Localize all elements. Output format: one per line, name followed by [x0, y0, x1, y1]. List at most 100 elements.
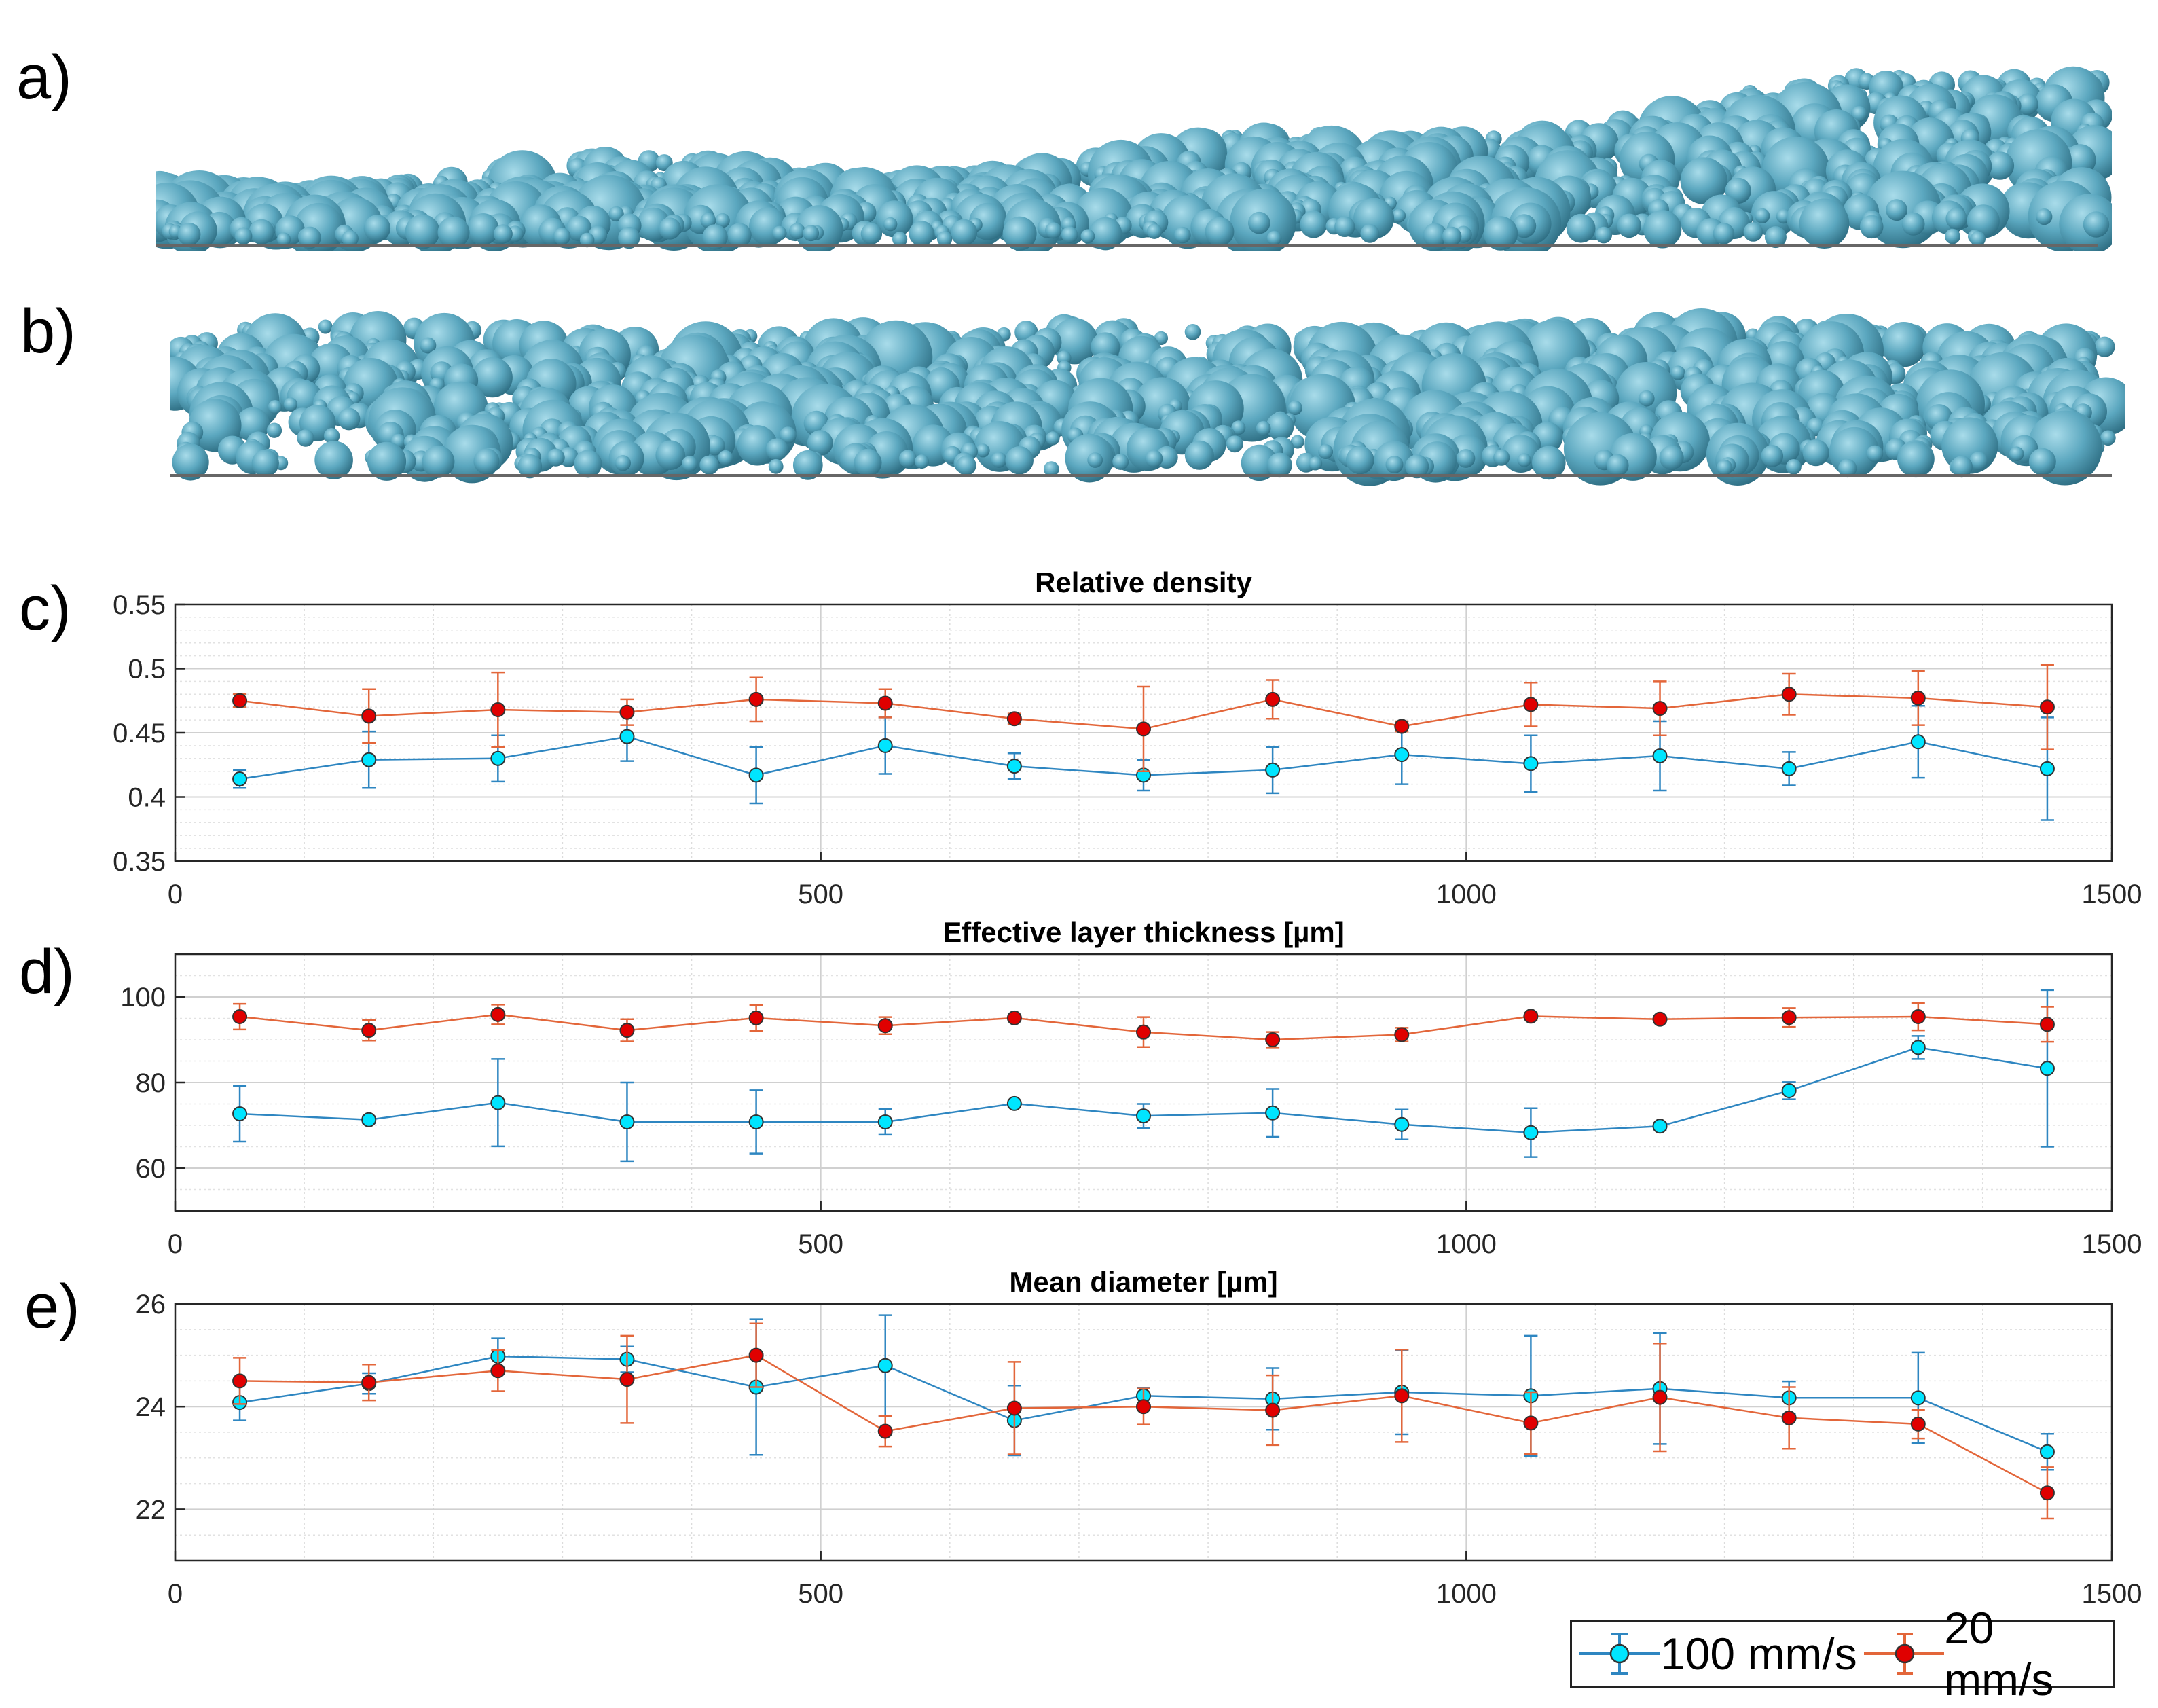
particle: [493, 224, 513, 244]
particle: [1318, 444, 1334, 459]
particle: [1951, 456, 1973, 478]
data-point: [619, 704, 635, 720]
data-point: [1652, 701, 1668, 716]
data-point: [1265, 1032, 1281, 1047]
particle: [2017, 93, 2038, 115]
data-point: [877, 1358, 893, 1373]
data-point: [490, 1006, 506, 1022]
layer-thickness-chart: 0 500 1000 1500 60 80 100 Effective layer thick…: [120, 916, 2142, 1259]
y-tick-label: 60: [136, 1154, 166, 1184]
data-point: [1652, 1119, 1668, 1134]
data-point: [1652, 1011, 1668, 1027]
particle: [702, 224, 728, 250]
data-point: [361, 1023, 377, 1038]
legend-item-20: 20 mm/s: [1864, 1603, 2113, 1705]
data-point: [2039, 699, 2055, 715]
particle: [2064, 144, 2096, 176]
particle: [2094, 336, 2115, 357]
data-point: [490, 1095, 506, 1110]
data-point: [361, 1112, 377, 1127]
particle: [574, 450, 602, 478]
particle: [2028, 448, 2056, 475]
particle: [1248, 211, 1270, 234]
particle: [1483, 216, 1518, 251]
legend-marker-red: [1864, 1633, 1945, 1675]
data-point: [2039, 761, 2055, 776]
data-point: [1136, 1024, 1151, 1040]
particle: [234, 227, 253, 245]
data-point: [877, 695, 893, 711]
x-tick-label: 1500: [2082, 879, 2142, 909]
particle: [558, 447, 579, 467]
particle: [1061, 226, 1078, 243]
particle: [860, 223, 883, 244]
x-tick-label: 1000: [1436, 1579, 1497, 1609]
data-point: [1006, 1010, 1022, 1025]
particle: [655, 440, 685, 470]
data-point: [1265, 1105, 1281, 1121]
particle: [1970, 231, 1986, 247]
y-tick-label: 0.55: [113, 590, 166, 620]
data-point: [1910, 1416, 1926, 1432]
particle: [1851, 106, 1867, 122]
particle: [892, 232, 908, 247]
particle: [1786, 459, 1802, 475]
particle: [976, 443, 990, 458]
particle: [737, 425, 778, 466]
particle: [1897, 441, 1933, 477]
particle: [682, 456, 698, 472]
particle: [807, 430, 833, 456]
x-tick-label: 1000: [1436, 879, 1497, 909]
particle: [1901, 213, 1925, 236]
particle: [772, 225, 787, 240]
panel-label-d: d): [19, 937, 75, 1006]
particle: [1112, 453, 1129, 470]
particle: [1423, 223, 1447, 247]
particle: [299, 226, 321, 249]
legend-label-100: 100 mm/s: [1660, 1629, 1857, 1679]
data-point: [2039, 1061, 2055, 1076]
data-point: [1394, 719, 1410, 734]
particle: [700, 213, 716, 229]
particle: [1866, 445, 1884, 462]
x-tick-label: 1500: [2082, 1579, 2142, 1609]
data-point: [1523, 1125, 1539, 1140]
particle: [883, 217, 898, 232]
particle: [1799, 198, 1850, 249]
data-point: [232, 771, 248, 787]
data-point: [619, 1023, 635, 1038]
data-point: [361, 708, 377, 724]
data-point: [1652, 1389, 1668, 1405]
data-point: [748, 1347, 764, 1363]
data-point: [619, 1372, 635, 1387]
data-point: [1136, 1399, 1151, 1415]
x-tick-label: 500: [798, 1229, 843, 1259]
data-point: [1523, 697, 1539, 712]
particle: [1442, 226, 1462, 247]
particle: [1659, 445, 1684, 470]
particle: [1761, 445, 1784, 467]
particle: [2100, 430, 2116, 446]
particle: [251, 449, 279, 477]
panel-label-b: b): [20, 297, 76, 366]
particle: [699, 455, 719, 475]
particle: [1385, 456, 1404, 473]
data-point: [2039, 1017, 2055, 1032]
y-tick-label: 100: [120, 983, 166, 1013]
particle: [1300, 211, 1328, 238]
particle: [283, 397, 298, 412]
particle: [615, 455, 631, 471]
particle: [779, 426, 797, 444]
mean-diameter-chart: 0 500 1000 1500 22 24 26 Mean diameter [µm]: [136, 1266, 2142, 1609]
chart-title: Effective layer thickness [µm]: [943, 916, 1344, 948]
particle: [1045, 222, 1062, 239]
particles: [170, 308, 2125, 486]
particle: [1089, 217, 1122, 251]
particle: [854, 448, 882, 477]
particle: [991, 452, 1007, 468]
x-tick-label: 1500: [2082, 1229, 2142, 1259]
data-point: [877, 1018, 893, 1034]
particle: [1346, 446, 1374, 475]
particle: [177, 222, 201, 246]
particles: [156, 66, 2112, 251]
